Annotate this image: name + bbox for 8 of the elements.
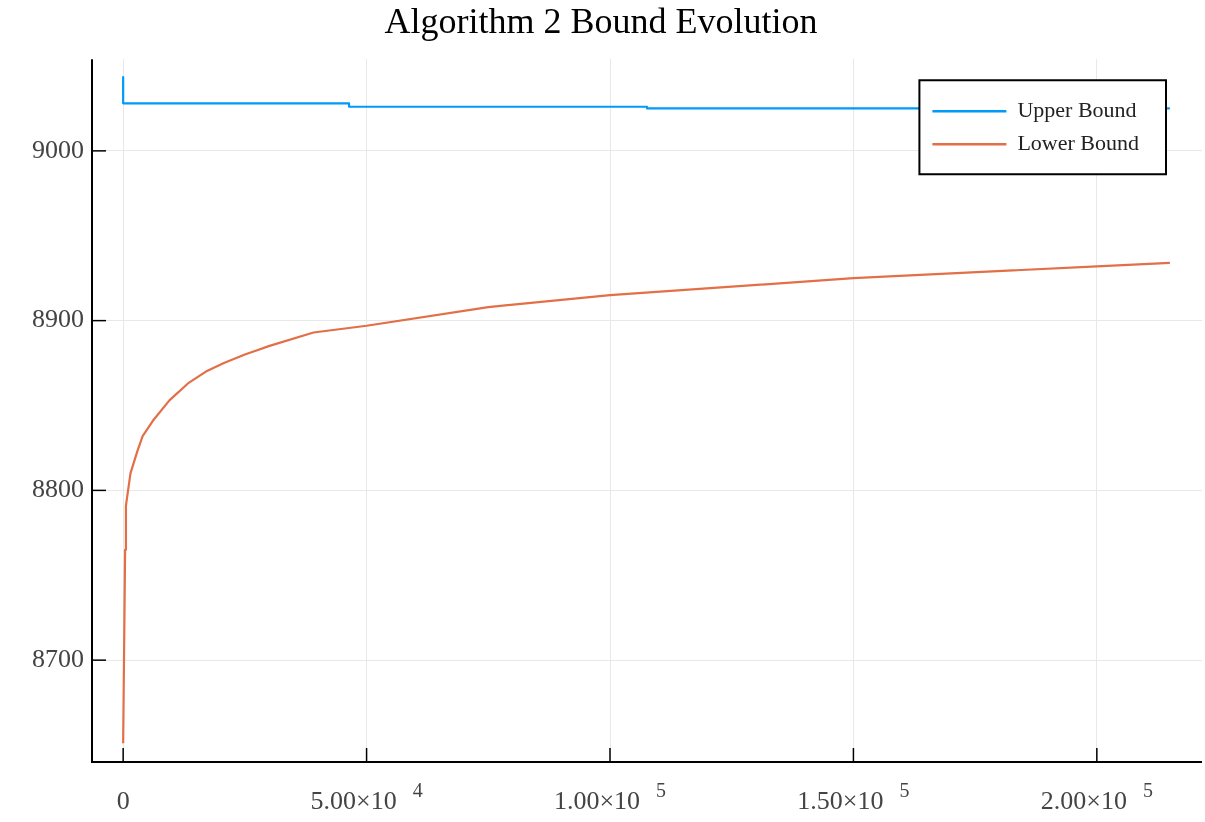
y-tick-label: 8900 bbox=[32, 304, 84, 334]
y-tick-label: 9000 bbox=[32, 134, 84, 164]
legend-label: Lower Bound bbox=[1017, 129, 1139, 155]
legend-label: Upper Bound bbox=[1017, 96, 1137, 122]
y-tick-label: 8700 bbox=[32, 643, 84, 673]
chart-title: Algorithm 2 Bound Evolution bbox=[384, 1, 818, 42]
y-tick-label: 8800 bbox=[32, 474, 84, 504]
x-tick-label: 0 bbox=[116, 786, 130, 815]
